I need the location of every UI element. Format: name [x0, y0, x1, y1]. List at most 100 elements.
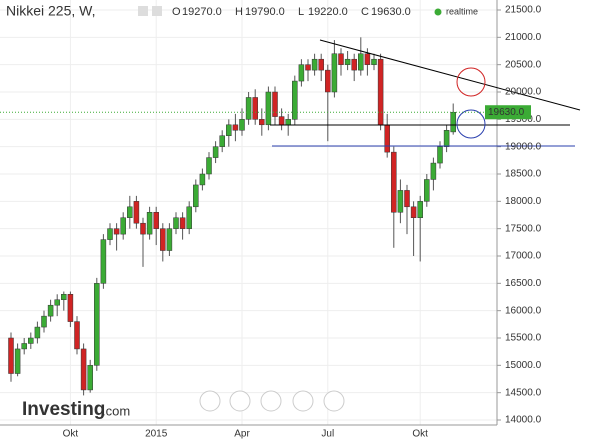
candle-body [74, 321, 80, 350]
last-value-label: 19630.0 [488, 107, 525, 118]
candle-body [417, 201, 423, 218]
candle-body [245, 97, 252, 120]
candle-body [404, 190, 410, 208]
header-key: L [298, 6, 304, 18]
candle-body [120, 217, 126, 235]
candle-body [252, 97, 258, 120]
trend-line [319, 39, 581, 111]
candle-body [14, 348, 21, 374]
y-tick-label: 20000.0 [505, 87, 542, 98]
candle-body [278, 116, 285, 126]
candle-body [344, 58, 351, 65]
candle-body [338, 53, 344, 65]
candle-body [179, 217, 186, 229]
watermark: Investing [22, 399, 105, 420]
candle-body [298, 64, 305, 82]
y-tick-label: 17000.0 [505, 251, 542, 262]
candle-body [160, 228, 166, 251]
x-tick-label: Apr [234, 429, 250, 440]
candle-body [21, 343, 27, 350]
candle-body [410, 206, 417, 218]
candle-body [397, 190, 404, 213]
candle-body [100, 239, 107, 284]
nav-button[interactable] [323, 390, 345, 412]
candle-body [186, 206, 192, 229]
x-tick-label: Okt [63, 429, 79, 440]
x-tick-label: Okt [412, 429, 428, 440]
icon[interactable] [138, 6, 148, 16]
candle-body [80, 348, 87, 391]
candle-body [391, 151, 397, 213]
candle-body [430, 162, 437, 180]
candle-body [364, 53, 371, 65]
candle-body [153, 212, 159, 229]
candle-body [28, 337, 34, 344]
header-value: 19220.0 [308, 6, 348, 18]
y-tick-label: 14500.0 [505, 387, 542, 398]
candle-body [437, 146, 443, 164]
candle-body [377, 58, 384, 126]
candle-body [325, 69, 331, 93]
header-value: 19270.0 [182, 6, 222, 18]
candle-body [8, 337, 14, 374]
nav-button[interactable] [292, 390, 314, 412]
candle-body [41, 315, 47, 328]
y-tick-label: 14000.0 [505, 415, 542, 426]
y-tick-label: 21000.0 [505, 32, 542, 43]
y-tick-label: 15500.0 [505, 333, 542, 344]
candle-body [285, 119, 291, 126]
header-key: O [172, 6, 181, 18]
watermark-suffix: .com [102, 403, 130, 418]
candle-body [212, 146, 219, 158]
ohlc-header: O 19270.0 H 19790.0 L 19220.0 C 19630.0 [172, 6, 411, 18]
candle-body [265, 91, 272, 126]
y-tick-label: 15000.0 [505, 360, 542, 371]
y-tick-label: 19000.0 [505, 141, 542, 152]
nav-button[interactable] [260, 390, 282, 412]
candle-body [371, 58, 377, 65]
candle-body [219, 135, 225, 147]
candle-body [193, 184, 199, 208]
header-key: H [235, 6, 243, 18]
candle-body [226, 124, 232, 136]
chart-title: Nikkei 225, W, [6, 3, 95, 19]
candle-body [232, 124, 239, 131]
candle-body [107, 228, 113, 240]
candle-body [272, 91, 278, 117]
candle-body [318, 58, 324, 71]
annotation-circle [456, 67, 486, 97]
candle-body [199, 173, 206, 186]
candle-body [94, 283, 100, 366]
candle-body [140, 222, 146, 235]
candle-body [450, 111, 456, 133]
candle-body [67, 294, 74, 322]
y-tick-label: 16000.0 [505, 305, 542, 316]
candle-body [166, 228, 173, 251]
candle-body [113, 228, 120, 235]
candle-body [146, 212, 153, 235]
x-tick-label: 2015 [145, 429, 168, 440]
y-tick-label: 18000.0 [505, 196, 542, 207]
candle-body [173, 217, 179, 229]
nav-button[interactable] [199, 390, 221, 412]
icon[interactable] [152, 6, 162, 16]
nav-buttons [199, 390, 345, 412]
x-tick-label: Jul [321, 429, 334, 440]
candle-body [54, 299, 60, 306]
candle-body [424, 179, 430, 202]
candle-body [127, 206, 133, 218]
candle-body [331, 53, 338, 93]
candle-body [239, 119, 245, 131]
candle-body [351, 58, 357, 71]
candle-body [259, 119, 265, 126]
nav-button[interactable] [229, 390, 251, 412]
candle-body [133, 201, 140, 224]
header-key: C [361, 6, 369, 18]
candle-body [34, 326, 41, 339]
header-value: 19790.0 [245, 6, 285, 18]
grid [0, 0, 501, 425]
status: realtime [446, 6, 478, 16]
header-value: 19630.0 [371, 6, 411, 18]
